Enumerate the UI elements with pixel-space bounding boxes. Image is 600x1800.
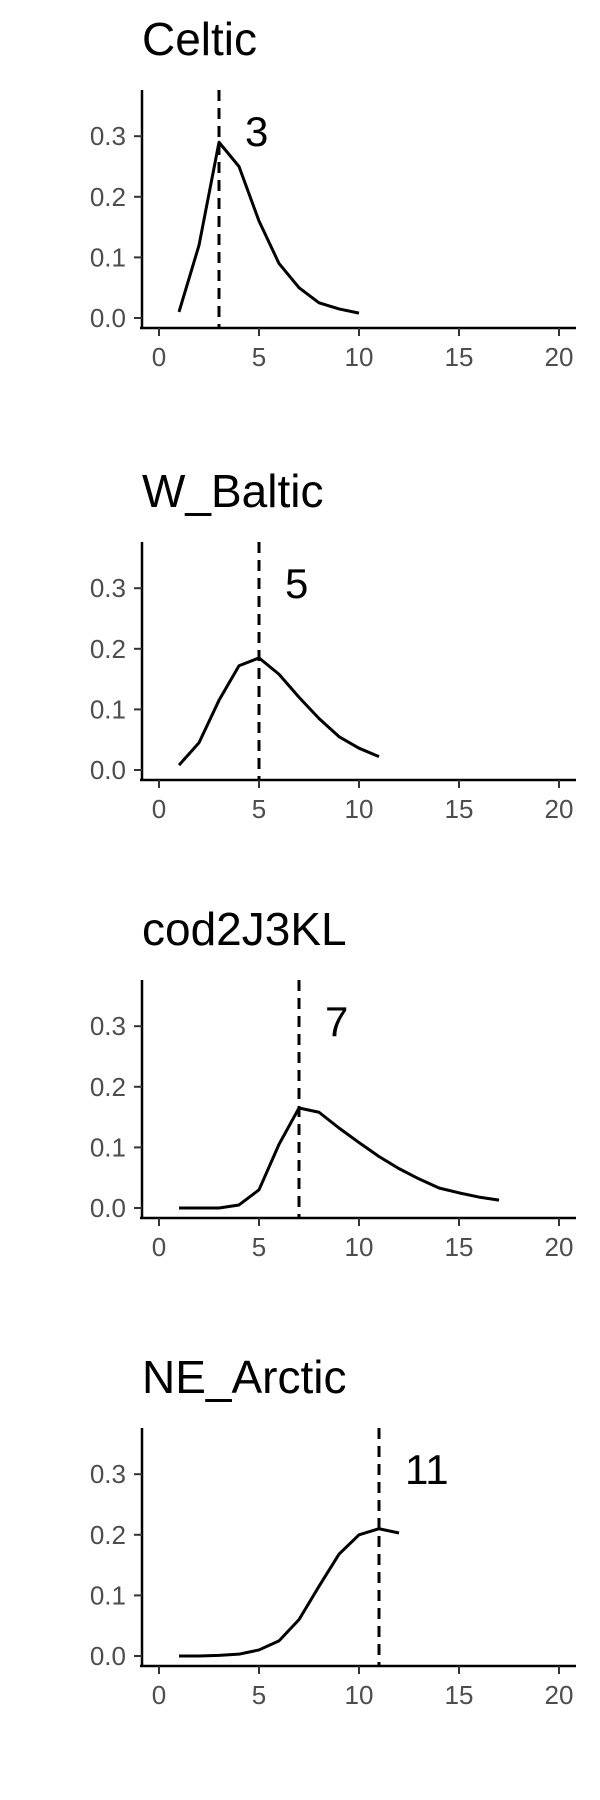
y-tick-label: 0.0 <box>90 1641 126 1671</box>
x-tick-label: 10 <box>345 1232 374 1262</box>
peak-annotation: 5 <box>285 560 308 607</box>
x-tick-label: 0 <box>152 342 166 372</box>
x-tick-label: 0 <box>152 794 166 824</box>
x-tick-label: 15 <box>445 342 474 372</box>
peak-annotation: 11 <box>405 1446 449 1493</box>
peak-annotation: 3 <box>245 108 268 155</box>
panel-1: Celtic 0.0 0.1 0.2 0.3 0 5 10 15 20 3 <box>90 13 576 372</box>
x-tick-label: 15 <box>445 1680 474 1710</box>
y-tick-label: 0.0 <box>90 1193 126 1223</box>
x-tick-label: 5 <box>252 342 266 372</box>
x-tick-label: 20 <box>545 1680 574 1710</box>
x-tick-label: 10 <box>345 1680 374 1710</box>
panel-title: NE_Arctic <box>142 1351 346 1403</box>
x-tick-label: 20 <box>545 342 574 372</box>
x-tick-label: 20 <box>545 1232 574 1262</box>
x-tick-label: 5 <box>252 1680 266 1710</box>
y-tick-label: 0.2 <box>90 1072 126 1102</box>
panel-4: NE_Arctic 0.0 0.1 0.2 0.3 0 5 10 15 20 11 <box>90 1351 576 1710</box>
panel-3: cod2J3KL 0.0 0.1 0.2 0.3 0 5 10 15 20 7 <box>90 903 576 1262</box>
series-line <box>177 140 360 315</box>
x-tick-label: 10 <box>345 342 374 372</box>
y-tick-label: 0.2 <box>90 1520 126 1550</box>
peak-annotation: 7 <box>325 998 348 1045</box>
y-tick-label: 0.3 <box>90 1011 126 1041</box>
y-tick-label: 0.1 <box>90 242 126 272</box>
x-tick-label: 5 <box>252 794 266 824</box>
y-tick-label: 0.1 <box>90 1132 126 1162</box>
series-line <box>179 1527 400 1658</box>
x-tick-label: 15 <box>445 1232 474 1262</box>
y-tick-label: 0.3 <box>90 1459 126 1489</box>
y-tick-label: 0.3 <box>90 573 126 603</box>
panel-title: cod2J3KL <box>142 903 347 955</box>
x-tick-label: 0 <box>152 1232 166 1262</box>
y-tick-label: 0.2 <box>90 634 126 664</box>
y-tick-label: 0.1 <box>90 694 126 724</box>
y-tick-label: 0.2 <box>90 182 126 212</box>
x-tick-label: 0 <box>152 1680 166 1710</box>
y-tick-label: 0.3 <box>90 121 126 151</box>
series-line <box>179 1106 500 1210</box>
y-tick-label: 0.0 <box>90 303 126 333</box>
x-tick-label: 20 <box>545 794 574 824</box>
x-tick-label: 5 <box>252 1232 266 1262</box>
x-tick-label: 15 <box>445 794 474 824</box>
x-tick-label: 10 <box>345 794 374 824</box>
panel-title: W_Baltic <box>142 465 323 517</box>
panel-2: W_Baltic 0.0 0.1 0.2 0.3 0 5 10 15 20 5 <box>90 465 576 824</box>
series-line <box>177 656 380 767</box>
y-tick-label: 0.1 <box>90 1580 126 1610</box>
y-tick-label: 0.0 <box>90 755 126 785</box>
panel-title: Celtic <box>142 13 257 65</box>
